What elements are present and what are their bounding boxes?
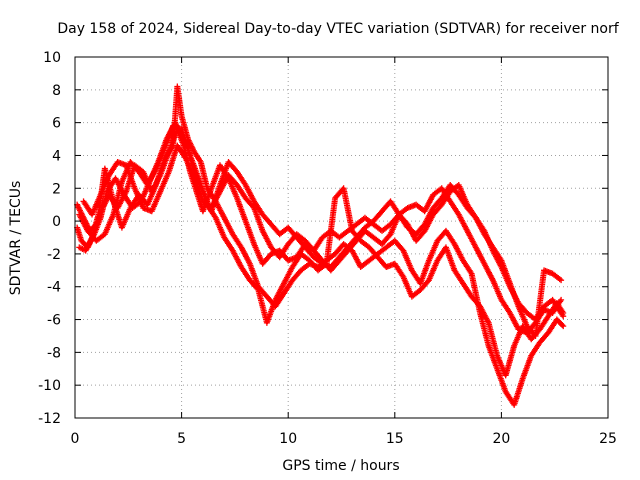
y-tick-label: -10	[38, 378, 61, 394]
x-tick-label: 15	[386, 431, 404, 447]
data-point	[558, 277, 565, 284]
y-axis-label: SDTVAR / TECUs	[8, 181, 24, 296]
x-tick-label: 25	[599, 431, 617, 447]
x-tick-label: 20	[492, 431, 510, 447]
y-tick-label: -4	[47, 280, 61, 296]
chart-title: Day 158 of 2024, Sidereal Day-to-day VTE…	[57, 21, 619, 37]
x-tick-label: 10	[279, 431, 297, 447]
y-tick-label: 6	[52, 116, 61, 132]
axis-ticks	[74, 56, 609, 419]
y-tick-label: 10	[43, 50, 61, 66]
data-point	[560, 323, 567, 330]
y-tick-label: -2	[47, 247, 61, 263]
data-point	[560, 309, 567, 316]
x-axis-label: GPS time / hours	[282, 458, 399, 474]
y-tick-label: 4	[52, 148, 61, 164]
x-tick-label: 0	[71, 431, 80, 447]
data-point	[559, 322, 566, 329]
y-tick-labels: -12 -10 -8 -6 -4 -2 0 2 4 6 8 10	[38, 50, 61, 427]
series-track-2	[76, 83, 567, 408]
y-tick-label: 2	[52, 181, 61, 197]
series-track-4	[76, 122, 567, 379]
y-tick-label: -6	[47, 313, 61, 329]
x-tick-labels: 0 5 10 15 20 25	[71, 431, 617, 447]
data-point	[558, 296, 565, 303]
series-track-5	[80, 142, 565, 339]
series-track-1	[74, 126, 565, 336]
y-tick-label: 8	[52, 83, 61, 99]
y-tick-label: -8	[47, 345, 61, 361]
x-tick-label: 5	[177, 431, 186, 447]
y-tick-label: 0	[52, 214, 61, 230]
y-tick-label: -12	[38, 411, 61, 427]
data-points	[74, 83, 567, 408]
plot-frame	[74, 56, 609, 419]
